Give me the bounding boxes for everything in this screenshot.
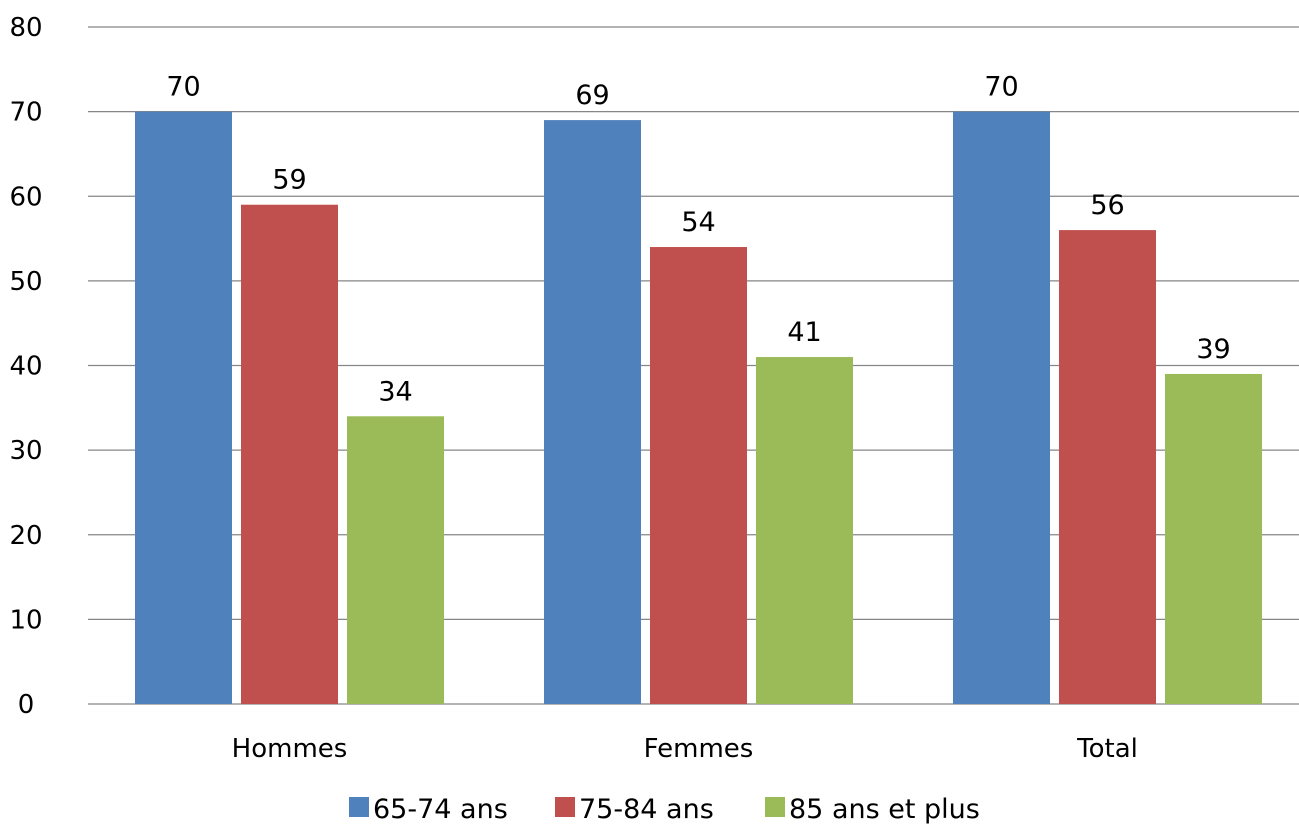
y-tick-label: 10 — [9, 605, 42, 635]
legend-swatch — [349, 797, 369, 817]
legend-swatch — [555, 797, 575, 817]
bar-85-ans-et-plus-hommes — [347, 416, 444, 704]
bar-85-ans-et-plus-total — [1165, 373, 1262, 704]
x-category-label: Femmes — [644, 734, 754, 764]
bar-75-84-ans-hommes — [241, 204, 338, 704]
y-axis-tick-labels: 0 10 20 30 40 50 60 70 80 — [9, 13, 42, 720]
bar-75-84-ans-total — [1059, 230, 1156, 704]
y-tick-label: 60 — [9, 182, 42, 212]
data-label: 54 — [681, 207, 715, 238]
legend-label: 75-84 ans — [579, 794, 714, 825]
legend-label: 65-74 ans — [373, 794, 508, 825]
data-label: 69 — [575, 80, 609, 111]
y-tick-label: 30 — [9, 436, 42, 466]
bar-65-74-ans-total — [953, 111, 1050, 704]
y-tick-label: 70 — [9, 98, 42, 128]
bars — [135, 111, 1262, 704]
y-tick-label: 80 — [9, 13, 42, 43]
legend: 65-74 ans 75-84 ans 85 ans et plus — [349, 794, 980, 825]
bar-85-ans-et-plus-femmes — [756, 357, 853, 704]
data-labels: 70 69 70 59 54 56 34 41 39 — [166, 72, 1230, 408]
y-tick-label: 20 — [9, 521, 42, 551]
legend-swatch — [765, 797, 785, 817]
bar-65-74-ans-hommes — [135, 111, 232, 704]
data-label: 39 — [1196, 334, 1230, 365]
data-label: 41 — [787, 317, 821, 348]
data-label: 70 — [984, 72, 1018, 103]
data-label: 34 — [378, 376, 412, 407]
data-label: 56 — [1090, 190, 1124, 221]
data-label: 70 — [166, 72, 200, 103]
bar-65-74-ans-femmes — [544, 120, 641, 704]
bar-75-84-ans-femmes — [650, 247, 747, 704]
legend-label: 85 ans et plus — [789, 794, 980, 825]
y-tick-label: 0 — [18, 690, 35, 720]
x-category-label: Total — [1076, 734, 1138, 764]
data-label: 59 — [272, 165, 306, 196]
x-category-label: Hommes — [232, 734, 348, 764]
y-tick-label: 40 — [9, 352, 42, 382]
x-axis-category-labels: Hommes Femmes Total — [232, 734, 1138, 764]
y-tick-label: 50 — [9, 267, 42, 297]
